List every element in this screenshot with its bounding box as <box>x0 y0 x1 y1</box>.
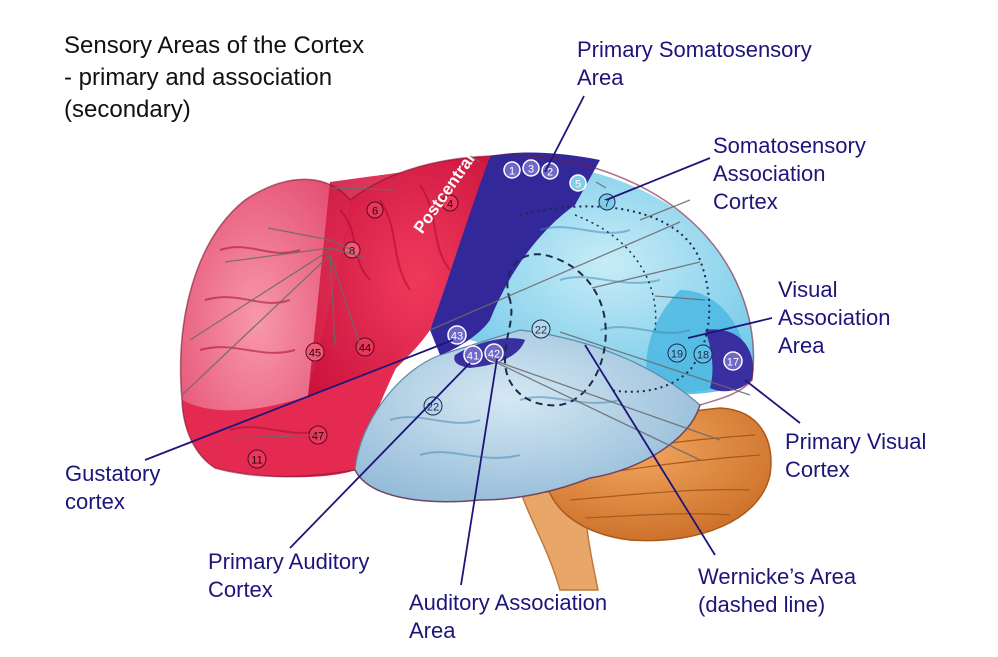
svg-text:2: 2 <box>547 167 553 179</box>
svg-text:44: 44 <box>359 343 371 355</box>
brodmann-42: 42 <box>484 343 504 363</box>
brodmann-5: 5 <box>569 174 587 192</box>
brodmann-3: 3 <box>522 159 540 177</box>
svg-text:19: 19 <box>671 349 683 361</box>
title-line-1: Sensory Areas of the Cortex <box>64 32 365 59</box>
label-wernickes: Wernicke’s Area (dashed line) <box>698 564 857 617</box>
title-line-3: (secondary) <box>64 96 191 123</box>
diagram-title: Sensory Areas of the Cortex - primary an… <box>64 30 444 126</box>
svg-text:45: 45 <box>309 348 321 360</box>
brodmann-11: 11 <box>247 449 267 469</box>
svg-text:3: 3 <box>528 164 534 176</box>
brodmann-2: 2 <box>541 162 559 180</box>
brodmann-45: 45 <box>305 342 325 362</box>
svg-text:11: 11 <box>251 455 262 467</box>
title-line-2: - primary and association <box>64 64 333 91</box>
brodmann-1: 1 <box>503 161 521 179</box>
svg-text:43: 43 <box>451 331 463 343</box>
brodmann-17: 17 <box>723 351 743 371</box>
brodmann-41: 41 <box>463 345 483 365</box>
wernickes-dashed-outline <box>503 253 607 407</box>
svg-text:42: 42 <box>488 349 500 361</box>
svg-text:22: 22 <box>427 402 439 414</box>
svg-text:8: 8 <box>349 246 355 258</box>
label-auditory-association: Auditory Association Area <box>409 590 608 643</box>
svg-text:18: 18 <box>697 350 709 362</box>
svg-text:41: 41 <box>467 351 479 363</box>
brodmann-6: 6 <box>366 201 384 219</box>
leader-primary-somatosensory <box>544 95 585 173</box>
label-primary-auditory: Primary Auditory Cortex <box>208 549 370 602</box>
svg-text:6: 6 <box>372 206 378 218</box>
svg-text:4: 4 <box>447 199 453 211</box>
leader-primary-auditory <box>289 362 471 549</box>
svg-text:5: 5 <box>575 179 581 191</box>
svg-text:7: 7 <box>604 198 610 210</box>
brodmann-18: 18 <box>693 344 713 364</box>
leader-somatosensory-association <box>605 157 711 201</box>
brodmann-4: 4 <box>441 194 459 212</box>
brodmann-19: 19 <box>667 343 687 363</box>
leader-gustatory <box>144 339 454 461</box>
brodmann-22-lower: 22 <box>423 396 443 416</box>
svg-text:17: 17 <box>727 357 739 369</box>
svg-text:1: 1 <box>509 166 515 178</box>
prefrontal-region <box>180 179 350 464</box>
postcentral-gyrus-band <box>430 152 600 355</box>
leader-auditory-association <box>460 358 498 586</box>
association-boundary-dotted <box>519 205 711 393</box>
label-gustatory: Gustatory cortex <box>65 461 161 514</box>
leader-primary-visual <box>744 379 801 424</box>
brodmann-22-upper: 22 <box>531 319 551 339</box>
leader-wernickes <box>584 344 716 556</box>
label-somatosensory-association: Somatosensory Association Cortex <box>713 133 866 214</box>
leader-visual-association <box>687 317 773 339</box>
label-visual-association: Visual Association Area <box>778 277 891 358</box>
svg-text:22: 22 <box>535 325 547 337</box>
label-primary-somatosensory: Primary Somatosensory Area <box>577 37 812 90</box>
svg-text:47: 47 <box>312 431 324 443</box>
label-primary-visual: Primary Visual Cortex <box>785 429 927 482</box>
brodmann-44: 44 <box>355 337 375 357</box>
